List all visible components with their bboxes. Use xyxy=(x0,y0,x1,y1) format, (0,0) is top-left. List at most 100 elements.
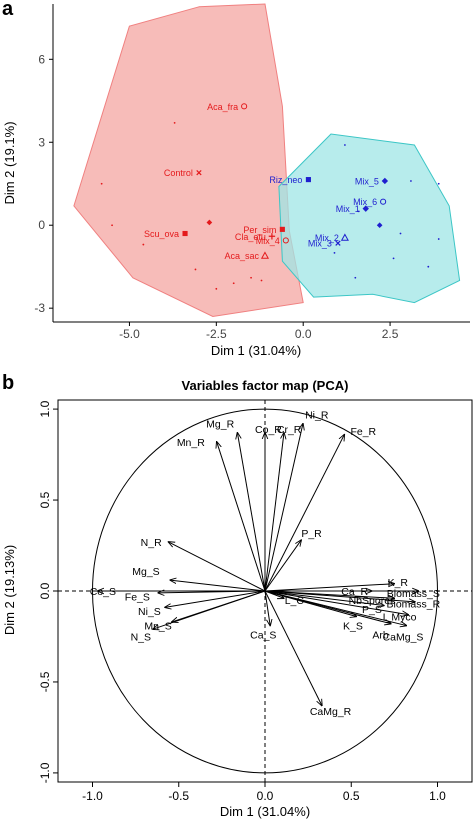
x-tick-label-b: -1.0 xyxy=(82,789,103,803)
axis-b: -1.0 -0.5 0.0 0.5 1.0 -1.0 -0.5 0.0 0.5 1.0 xyxy=(38,400,446,803)
point-marker xyxy=(282,237,289,244)
point-label: Per_sim xyxy=(243,225,276,235)
minor-point xyxy=(410,180,412,182)
hull-1 xyxy=(278,133,461,304)
y-axis-label-b: Dim 2 (19.13%) xyxy=(2,545,17,635)
minor-point xyxy=(215,287,218,290)
minor-point xyxy=(357,210,360,213)
labeled-points: Aca_fra Control Scu_ova Per_simCla_etuMix_4… xyxy=(144,102,389,261)
minor-point xyxy=(250,276,252,279)
vector-arrow xyxy=(264,590,284,598)
vector-label: Ca_S xyxy=(250,630,276,642)
vector-label: P_S xyxy=(362,604,382,616)
vector-label: N_R xyxy=(141,537,162,549)
minor-point xyxy=(437,238,440,240)
chart-title-b: Variables factor map (PCA) xyxy=(182,378,349,393)
x-tick-label-b: -0.5 xyxy=(168,789,189,803)
minor-point xyxy=(427,265,430,268)
centroid-marker xyxy=(376,222,383,229)
y-tick-label-a: 6 xyxy=(38,52,45,66)
minor-point xyxy=(100,182,103,185)
point-label: Cla_etu xyxy=(235,232,266,242)
minor-point xyxy=(437,182,440,185)
vector-label: Arb xyxy=(372,630,389,642)
point-label: Riz_neo xyxy=(269,175,302,185)
minor-points xyxy=(100,122,440,290)
point-label: Aca_sac xyxy=(224,251,259,261)
vector-arrow xyxy=(168,542,266,592)
y-tick-label-b: -0.5 xyxy=(38,671,52,692)
panel-b: b Variables factor map (PCA) Mg_RMn_R Co_… xyxy=(2,372,473,819)
y-tick-label-b: 0.0 xyxy=(38,582,52,599)
vector-arrow xyxy=(264,435,344,592)
point-marker xyxy=(305,177,311,183)
point-marker xyxy=(182,230,188,237)
x-axis-label-b: Dim 1 (31.04%) xyxy=(220,804,310,819)
panel-a-label: a xyxy=(2,0,14,20)
vector-arrow xyxy=(165,590,266,607)
vector-label: K_S xyxy=(343,621,363,633)
vector-label: P_R xyxy=(301,528,322,540)
point-label: Mix_2 xyxy=(315,233,339,243)
minor-point xyxy=(392,257,395,260)
vector-label: Co_S xyxy=(90,586,116,598)
axis-a: -5.0 -2.5 0.0 2.5 -3 0 3 6 xyxy=(34,4,470,341)
y-tick-label-a: -3 xyxy=(34,301,45,315)
vector-label: Ni_R xyxy=(305,410,329,422)
vector-label: N_S xyxy=(131,631,151,643)
point-marker xyxy=(381,177,389,185)
point-marker xyxy=(380,198,387,205)
minor-point xyxy=(232,282,235,285)
y-tick-label-b: 1.0 xyxy=(38,400,52,417)
vector-arrow xyxy=(217,442,266,592)
centroid-marker xyxy=(206,219,213,226)
x-tick-label-b: 1.0 xyxy=(429,789,446,803)
hull-0 xyxy=(73,3,304,318)
vector-arrow xyxy=(264,590,270,626)
point-marker xyxy=(362,205,369,212)
minor-point xyxy=(354,276,357,279)
vector-label: K_R xyxy=(388,577,409,589)
y-tick-label-a: 0 xyxy=(38,218,45,232)
minor-point xyxy=(194,268,197,271)
vector-label: Ca_R xyxy=(341,586,368,598)
minor-point xyxy=(399,232,402,235)
vector-arrow xyxy=(153,590,266,629)
minor-point xyxy=(173,122,176,124)
vector-arrow xyxy=(264,590,406,626)
vector-arrow xyxy=(170,580,266,592)
y-axis-label-a: Dim 2 (19.1%) xyxy=(2,121,17,204)
vector-label: Ni_S xyxy=(138,606,161,618)
vector-plot: Mg_RMn_R Co_RCr_RNi_R Fe_R P_R N_R Mg_S Co_S Fe… xyxy=(58,400,472,782)
point-marker xyxy=(340,233,349,241)
vector-label: Fe_R xyxy=(350,426,376,438)
vector-label: Mg_R xyxy=(206,419,234,431)
point-marker xyxy=(335,240,341,246)
point-label: Mix_5 xyxy=(355,176,379,186)
minor-point xyxy=(142,243,145,246)
vector-label: Mg_S xyxy=(132,566,159,578)
vector-label: Biomass_S xyxy=(387,588,440,600)
point-marker xyxy=(196,170,202,176)
y-tick-label-b: 0.5 xyxy=(38,491,52,508)
point-label: Mix_4 xyxy=(256,236,280,246)
vector-label: CaMg_S xyxy=(383,631,424,643)
vector-label: I_Myco xyxy=(383,611,417,623)
x-tick-label-b: 0.0 xyxy=(257,789,274,803)
vector-arrow xyxy=(264,590,322,706)
vector-arrow xyxy=(264,424,303,592)
vector-label: Co_R xyxy=(255,424,282,436)
vector-label: Cr_R xyxy=(277,424,302,436)
x-tick-label-a: 2.5 xyxy=(382,327,399,341)
vector-arrow xyxy=(264,590,408,615)
minor-point xyxy=(111,224,113,227)
point-label: Aca_fra xyxy=(207,102,238,112)
point-marker xyxy=(268,233,276,240)
x-tick-label-a: 0.0 xyxy=(295,327,312,341)
point-label: Scu_ova xyxy=(144,229,179,239)
x-tick-label-b: 0.5 xyxy=(343,789,360,803)
vector-label: Fe_S xyxy=(125,591,150,603)
x-axis-label-a: Dim 1 (31.04%) xyxy=(211,343,301,358)
point-marker xyxy=(279,226,285,232)
